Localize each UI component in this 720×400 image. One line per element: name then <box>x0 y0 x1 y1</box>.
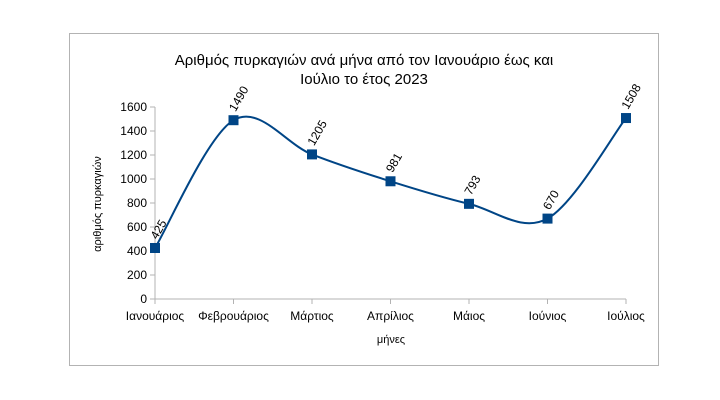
x-tick-label: Μάρτιος <box>290 309 334 323</box>
chart-frame <box>69 33 659 366</box>
data-point-marker <box>542 213 553 224</box>
y-tick-label: 1400 <box>120 124 147 138</box>
y-tick-label: 200 <box>127 268 147 282</box>
data-point-marker <box>228 115 239 126</box>
x-tick-label: Φεβρουάριος <box>198 309 269 323</box>
data-point-marker <box>307 149 317 160</box>
data-point-marker <box>464 198 474 209</box>
y-axis-ticks: 0 200 400 600 800 1000 1200 1400 1600 <box>120 100 155 306</box>
data-point-marker <box>385 176 396 187</box>
x-tick-label: Μάιος <box>453 309 485 323</box>
data-labels: 425 1490 1205 981 793 670 1508 <box>147 81 644 241</box>
y-tick-label: 600 <box>127 220 147 234</box>
data-point-marker <box>621 113 631 124</box>
chart-title-line-1: Αριθμός πυρκαγιών ανά μήνα από τον Ιανου… <box>175 52 554 69</box>
y-tick-label: 1000 <box>120 172 147 186</box>
y-tick-label: 800 <box>127 196 147 210</box>
data-point-marker <box>150 243 160 253</box>
data-label: 1508 <box>618 81 644 111</box>
y-tick-label: 1200 <box>120 148 147 162</box>
y-axis-title: αριθμός πυρκαγιών <box>92 156 104 252</box>
y-tick-label: 400 <box>127 244 147 258</box>
data-label: 981 <box>383 150 405 175</box>
data-label: 425 <box>147 217 169 242</box>
chart-title-line-2: Ιούλιο το έτος 2023 <box>300 71 428 88</box>
series-markers <box>150 113 631 253</box>
data-label: 793 <box>461 173 483 198</box>
data-label: 1205 <box>304 117 330 147</box>
data-label: 670 <box>540 187 562 212</box>
x-tick-label: Ιούνιος <box>529 309 567 323</box>
x-tick-label: Ιανουάριος <box>126 309 185 323</box>
data-label: 1490 <box>226 83 252 113</box>
x-axis-ticks: Ιανουάριος Φεβρουάριος Μάρτιος Απρίλιος Μάιο… <box>126 299 645 323</box>
y-tick-label: 0 <box>140 292 147 306</box>
x-axis-title: μήνες <box>377 334 405 346</box>
y-tick-label: 1600 <box>120 100 147 114</box>
x-tick-label: Απρίλιος <box>367 309 414 323</box>
x-tick-label: Ιούλιος <box>607 309 645 323</box>
